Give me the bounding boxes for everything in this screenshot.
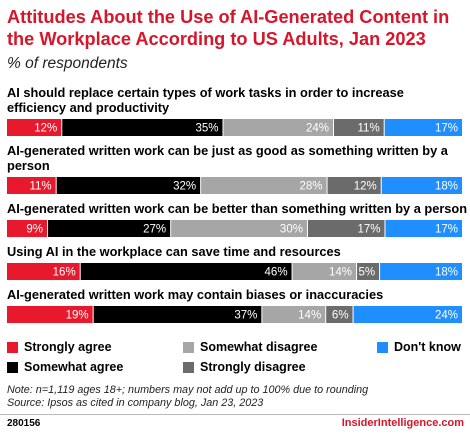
chart-id: 280156 <box>7 418 41 429</box>
data-label-somewhat-agree-1: 35% <box>195 123 218 135</box>
bar-don-t-know-2 <box>381 177 462 194</box>
bar-somewhat-agree-2 <box>56 177 201 194</box>
category-label-5: AI-generated written work may contain bi… <box>7 287 383 302</box>
brand-link[interactable]: InsiderIntelligence.com <box>341 417 464 429</box>
chart-title: Attitudes About the Use of AI-Generated … <box>7 7 450 49</box>
bar-somewhat-disagree-2 <box>201 177 327 194</box>
data-label-somewhat-disagree-1: 24% <box>306 123 329 135</box>
note-line-2: Source: Ipsos as cited in company blog, … <box>7 397 264 409</box>
category-label-2-line-2: person <box>7 158 50 173</box>
category-label-2-line-1: AI-generated written work can be just as… <box>7 143 449 158</box>
chart-note: Note: n=1,119 ages 18+; numbers may not … <box>7 384 368 410</box>
legend-item-somewhat-agree: Somewhat agree <box>7 360 123 374</box>
bar-strongly-disagree-1 <box>334 119 384 136</box>
legend-item-strongly-disagree: Strongly disagree <box>183 360 306 374</box>
legend-label-dont-know: Don't know <box>394 340 461 354</box>
category-label-1-line-1: AI should replace certain types of work … <box>7 85 404 100</box>
bar-somewhat-disagree-4 <box>292 263 357 280</box>
legend-swatch-strongly-agree <box>7 341 18 353</box>
legend-label-strongly-disagree: Strongly disagree <box>200 360 306 374</box>
data-label-strongly-disagree-4: 5% <box>358 267 375 279</box>
data-label-don-t-know-2: 18% <box>435 181 458 193</box>
bar-strongly-disagree-3 <box>307 220 385 237</box>
data-label-strongly-agree-2: 11% <box>29 181 51 193</box>
data-label-strongly-agree-5: 19% <box>66 310 89 322</box>
bar-somewhat-disagree-1 <box>223 119 334 136</box>
data-label-strongly-disagree-1: 11% <box>358 123 380 135</box>
data-label-strongly-disagree-3: 17% <box>357 224 380 236</box>
data-label-somewhat-disagree-5: 14% <box>298 310 321 322</box>
data-label-don-t-know-4: 18% <box>435 267 458 279</box>
stacked-bar-chart: AI should replace certain types of work … <box>7 85 467 323</box>
data-label-somewhat-agree-2: 32% <box>173 181 196 193</box>
data-label-don-t-know-1: 17% <box>435 123 458 135</box>
legend: Strongly agree Somewhat agree Somewhat d… <box>7 340 467 378</box>
legend-item-dont-know: Don't know <box>377 340 461 354</box>
bar-strongly-agree-4 <box>7 263 80 280</box>
legend-swatch-somewhat-agree <box>7 361 18 373</box>
data-label-somewhat-disagree-4: 14% <box>329 267 352 279</box>
chart-subtitle: % of respondents <box>7 55 128 72</box>
data-label-somewhat-agree-5: 37% <box>234 310 257 322</box>
legend-swatch-dont-know <box>377 341 388 353</box>
bar-strongly-agree-3 <box>7 220 48 237</box>
bar-strongly-agree-1 <box>7 119 62 136</box>
data-label-don-t-know-3: 17% <box>435 224 458 236</box>
data-label-somewhat-disagree-3: 30% <box>280 224 303 236</box>
bar-don-t-know-4 <box>380 263 462 280</box>
data-label-strongly-disagree-2: 12% <box>354 181 377 193</box>
data-label-somewhat-agree-4: 46% <box>265 267 288 279</box>
data-label-don-t-know-5: 24% <box>435 310 458 322</box>
data-label-strongly-agree-4: 16% <box>53 267 76 279</box>
legend-item-strongly-agree: Strongly agree <box>7 340 112 354</box>
data-label-strongly-agree-3: 9% <box>26 224 43 236</box>
bar-somewhat-disagree-3 <box>171 220 307 237</box>
bar-strongly-disagree-5 <box>326 306 353 323</box>
bar-strongly-disagree-2 <box>327 177 381 194</box>
data-label-somewhat-agree-3: 27% <box>143 224 166 236</box>
legend-swatch-somewhat-disagree <box>183 341 194 353</box>
legend-swatch-strongly-disagree <box>183 361 194 373</box>
legend-label-somewhat-agree: Somewhat agree <box>24 360 124 374</box>
bar-don-t-know-5 <box>353 306 462 323</box>
category-label-1-line-2: efficiency and productivity <box>7 100 170 115</box>
data-label-strongly-agree-1: 12% <box>34 123 57 135</box>
category-label-3: AI-generated written work can be better … <box>7 201 467 216</box>
bar-strongly-agree-2 <box>7 177 56 194</box>
legend-label-somewhat-disagree: Somewhat disagree <box>200 340 318 354</box>
bar-don-t-know-3 <box>385 220 462 237</box>
data-label-strongly-disagree-5: 6% <box>332 310 349 322</box>
bar-somewhat-agree-1 <box>62 119 223 136</box>
note-line-1: Note: n=1,119 ages 18+; numbers may not … <box>7 384 369 396</box>
bar-don-t-know-1 <box>384 119 462 136</box>
data-label-somewhat-disagree-2: 28% <box>300 181 323 193</box>
bar-somewhat-agree-4 <box>80 263 292 280</box>
bar-strongly-agree-5 <box>7 306 93 323</box>
legend-label-strongly-agree: Strongly agree <box>24 340 112 354</box>
category-label-4: Using AI in the workplace can save time … <box>7 244 341 259</box>
bar-strongly-disagree-4 <box>357 263 380 280</box>
bar-somewhat-agree-3 <box>48 220 171 237</box>
footer-divider <box>0 414 470 415</box>
bar-somewhat-agree-5 <box>93 306 262 323</box>
bar-somewhat-disagree-5 <box>262 306 326 323</box>
legend-item-somewhat-disagree: Somewhat disagree <box>183 340 317 354</box>
